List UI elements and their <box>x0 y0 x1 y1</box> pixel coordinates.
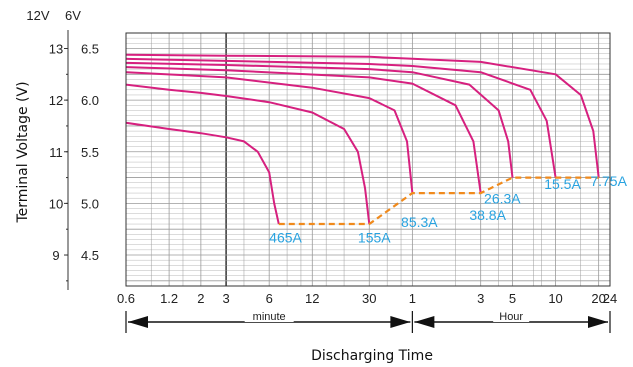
x-tick-label: 3 <box>222 291 229 306</box>
x-range-label: Hour <box>499 311 523 323</box>
y-axis-header-12v: 12V <box>26 8 49 23</box>
y-tick-label-12v: 9 <box>52 248 59 263</box>
x-tick-label: 10 <box>548 291 562 306</box>
x-tick-label: 30 <box>362 291 376 306</box>
cutoff-line <box>278 176 599 226</box>
discharge-curve <box>125 53 600 178</box>
data-label: 7.75A <box>590 173 627 189</box>
y-tick-label-6v: 4.5 <box>81 248 99 263</box>
x-tick-label: 1 <box>409 291 416 306</box>
y-tick-label-6v: 5.5 <box>81 145 99 160</box>
x-tick-label: 3 <box>477 291 484 306</box>
discharge-curve <box>125 61 514 178</box>
discharge-curves <box>125 53 600 225</box>
y-tick-label-6v: 6.0 <box>81 93 99 108</box>
x-range-label: minute <box>253 311 286 323</box>
y-axis-title: Terminal Voltage (V) <box>15 81 31 223</box>
x-range-arrow-head <box>128 316 148 328</box>
y-tick-label-12v: 11 <box>49 145 63 160</box>
plot-frame <box>125 32 611 287</box>
x-tick-label: 5 <box>509 291 516 306</box>
data-label: 38.8A <box>469 207 506 223</box>
discharge-curve <box>125 71 414 194</box>
x-range-arrow-head <box>588 316 608 328</box>
data-label: 85.3A <box>401 214 438 230</box>
x-tick-label: 24 <box>603 291 617 306</box>
x-range-arrow-head <box>390 316 411 328</box>
y-tick-label-6v: 5.0 <box>81 196 99 211</box>
x-range-label-bg <box>493 310 530 322</box>
x-tick-label: 6 <box>266 291 273 306</box>
x-tick-label: 1.2 <box>160 291 178 306</box>
x-tick-label: 2 <box>197 291 204 306</box>
y-tick-label-12v: 13 <box>49 41 63 56</box>
x-range-arrow-head <box>414 316 435 328</box>
discharge-curve <box>125 66 482 194</box>
discharge-curve <box>125 57 557 178</box>
y-axis-header-6v: 6V <box>65 8 81 23</box>
data-label: 26.3A <box>484 190 521 206</box>
x-range-label-bg <box>244 310 294 322</box>
y-tick-label-6v: 6.5 <box>81 41 99 56</box>
x-tick-label: 0.6 <box>117 291 135 306</box>
data-label: 15.5A <box>544 176 581 192</box>
y-tick-label-12v: 10 <box>49 196 63 211</box>
x-tick-label: 12 <box>305 291 319 306</box>
data-label: 155A <box>358 230 391 246</box>
data-label: 465A <box>269 230 302 246</box>
x-tick-label: 20 <box>591 291 605 306</box>
discharge-curve <box>125 121 280 225</box>
x-axis-title: Discharging Time <box>311 348 433 364</box>
cutoff-voltage-line <box>278 176 599 226</box>
discharge-curve <box>125 83 371 225</box>
y-tick-label-12v: 12 <box>49 93 63 108</box>
